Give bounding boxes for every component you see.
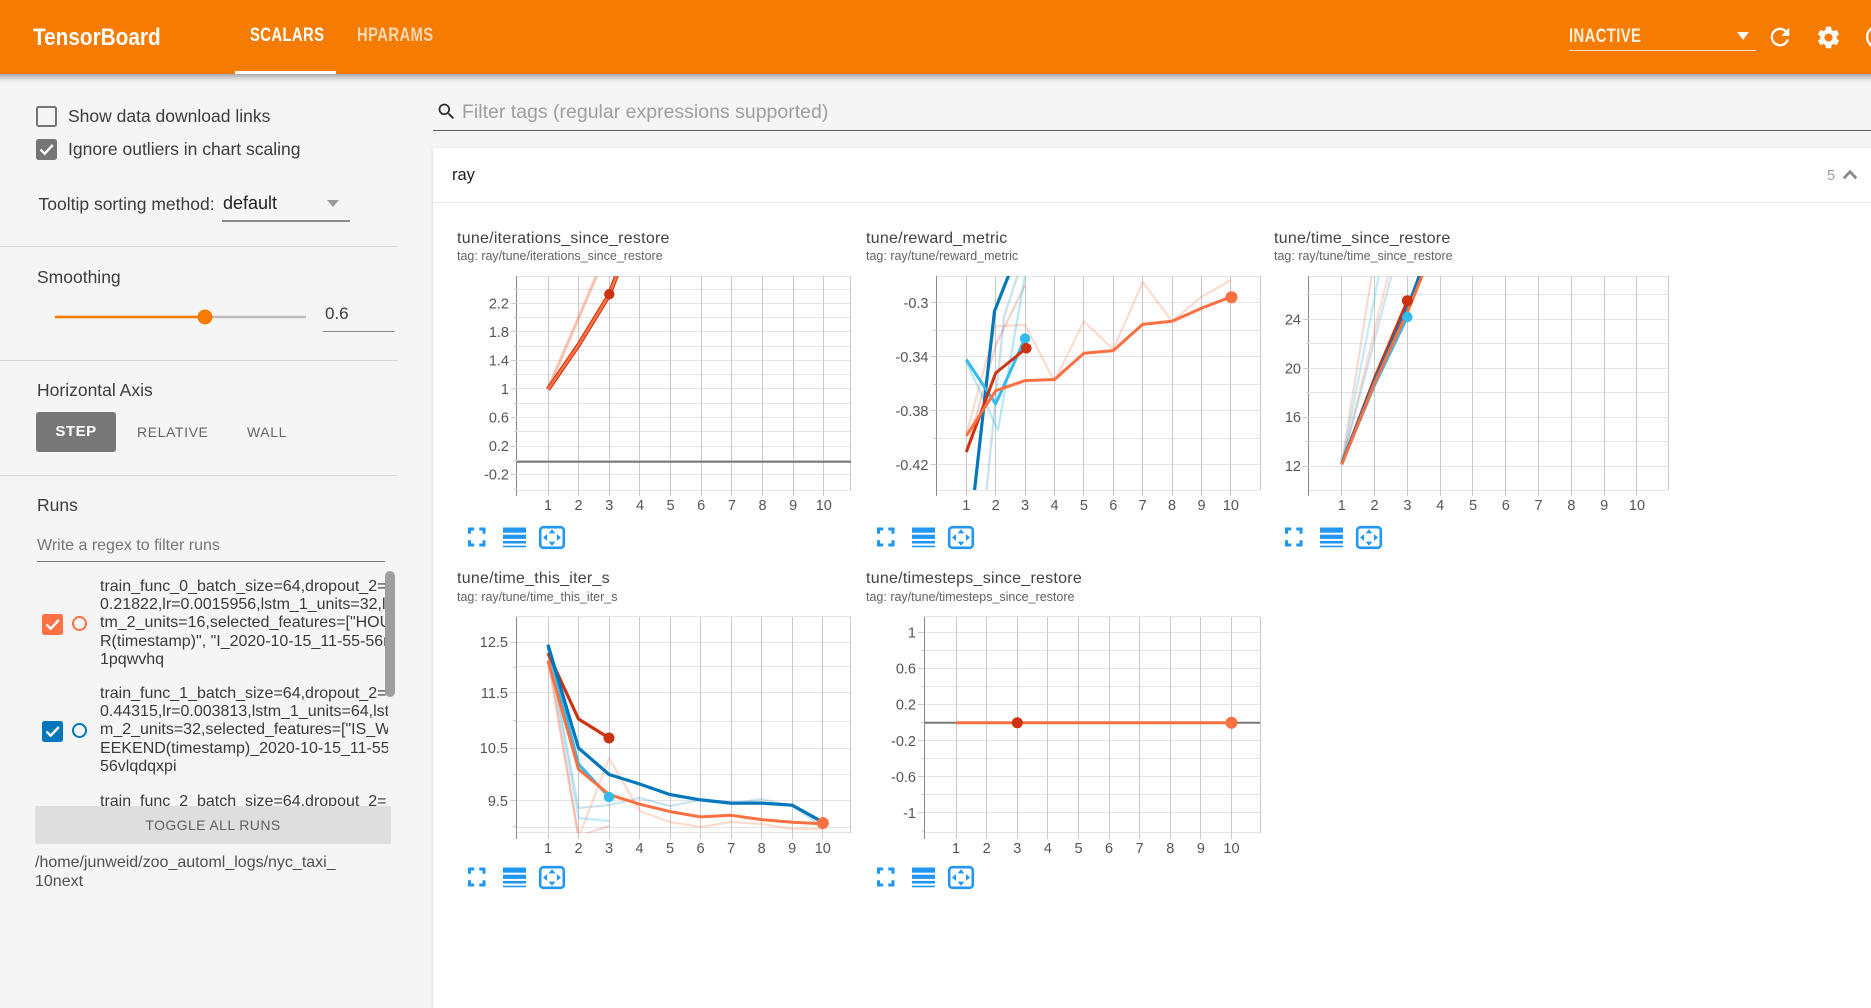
svg-text:16: 16	[1285, 410, 1301, 426]
svg-text:1.4: 1.4	[489, 353, 509, 369]
svg-text:tune/reward_metric: tune/reward_metric	[866, 230, 1007, 247]
svg-text:9: 9	[788, 841, 796, 857]
svg-text:5: 5	[666, 841, 674, 857]
svg-text:7: 7	[1136, 841, 1144, 857]
svg-text:2: 2	[574, 841, 582, 857]
svg-text:4: 4	[1436, 498, 1444, 514]
svg-text:tag: ray/tune/time_since_resto: tag: ray/tune/time_since_restore	[1274, 249, 1453, 263]
svg-text:2: 2	[1371, 498, 1379, 514]
svg-text:tag: ray/tune/timesteps_since_: tag: ray/tune/timesteps_since_restore	[866, 590, 1074, 604]
svg-text:3: 3	[605, 498, 613, 514]
svg-text:0.6: 0.6	[489, 411, 509, 427]
svg-text:0.6: 0.6	[896, 662, 916, 678]
svg-text:9: 9	[789, 498, 797, 514]
svg-text:4: 4	[636, 841, 644, 857]
svg-text:20: 20	[1285, 361, 1301, 377]
svg-text:9: 9	[1197, 841, 1205, 857]
svg-text:8: 8	[758, 498, 766, 514]
svg-text:2: 2	[992, 498, 1000, 514]
svg-text:1: 1	[962, 498, 970, 514]
svg-text:5: 5	[667, 498, 675, 514]
svg-text:5: 5	[1074, 841, 1082, 857]
svg-text:6: 6	[1105, 841, 1113, 857]
svg-text:1: 1	[544, 498, 552, 514]
svg-text:-0.3: -0.3	[904, 296, 929, 312]
svg-text:tag: ray/tune/time_this_iter_s: tag: ray/tune/time_this_iter_s	[457, 590, 618, 604]
svg-text:9.5: 9.5	[488, 794, 508, 810]
svg-text:-0.6: -0.6	[891, 770, 916, 786]
svg-text:2: 2	[983, 841, 991, 857]
svg-text:tune/iterations_since_restore: tune/iterations_since_restore	[457, 230, 670, 247]
svg-text:3: 3	[1013, 841, 1021, 857]
svg-text:1: 1	[952, 841, 960, 857]
svg-text:4: 4	[1050, 498, 1058, 514]
svg-text:4: 4	[1044, 841, 1052, 857]
svg-text:-0.2: -0.2	[484, 468, 509, 484]
svg-text:2: 2	[575, 498, 583, 514]
svg-text:3: 3	[1021, 498, 1029, 514]
svg-text:2.2: 2.2	[489, 296, 509, 312]
svg-text:tag: ray/tune/iterations_since: tag: ray/tune/iterations_since_restore	[457, 249, 663, 263]
svg-text:5: 5	[1080, 498, 1088, 514]
svg-text:8: 8	[1166, 841, 1174, 857]
svg-text:10: 10	[1223, 498, 1239, 514]
svg-text:tune/time_since_restore: tune/time_since_restore	[1274, 230, 1451, 247]
svg-text:1.8: 1.8	[489, 325, 509, 341]
svg-text:1: 1	[501, 382, 509, 398]
svg-text:6: 6	[1502, 498, 1510, 514]
svg-text:6: 6	[697, 841, 705, 857]
svg-text:1: 1	[908, 626, 916, 642]
svg-text:0.2: 0.2	[896, 698, 916, 714]
svg-text:9: 9	[1600, 498, 1608, 514]
svg-text:11.5: 11.5	[481, 686, 508, 702]
svg-text:-0.42: -0.42	[895, 458, 928, 474]
svg-text:0.2: 0.2	[489, 439, 509, 455]
svg-text:6: 6	[697, 498, 705, 514]
svg-text:-0.38: -0.38	[895, 404, 928, 420]
svg-text:7: 7	[727, 841, 735, 857]
svg-text:tune/timesteps_since_restore: tune/timesteps_since_restore	[866, 570, 1082, 587]
svg-text:10.5: 10.5	[480, 741, 508, 757]
svg-text:7: 7	[728, 498, 736, 514]
svg-text:4: 4	[636, 498, 644, 514]
svg-text:10: 10	[815, 841, 831, 857]
svg-text:8: 8	[758, 841, 766, 857]
svg-text:10: 10	[816, 498, 832, 514]
svg-text:-0.34: -0.34	[895, 350, 928, 366]
svg-text:10: 10	[1629, 498, 1645, 514]
svg-text:1: 1	[544, 841, 552, 857]
svg-text:-0.2: -0.2	[891, 734, 916, 750]
svg-text:tune/time_this_iter_s: tune/time_this_iter_s	[457, 570, 610, 587]
svg-text:8: 8	[1168, 498, 1176, 514]
svg-text:6: 6	[1109, 498, 1117, 514]
svg-text:12.5: 12.5	[480, 635, 508, 651]
svg-text:10: 10	[1223, 841, 1239, 857]
svg-text:24: 24	[1285, 312, 1301, 328]
svg-text:7: 7	[1139, 498, 1147, 514]
svg-text:3: 3	[605, 841, 613, 857]
svg-text:-1: -1	[903, 806, 916, 822]
svg-text:7: 7	[1535, 498, 1543, 514]
svg-text:tag: ray/tune/reward_metric: tag: ray/tune/reward_metric	[866, 249, 1018, 263]
svg-text:1: 1	[1338, 498, 1346, 514]
svg-text:12: 12	[1285, 459, 1301, 475]
svg-text:5: 5	[1469, 498, 1477, 514]
svg-text:9: 9	[1197, 498, 1205, 514]
svg-text:8: 8	[1567, 498, 1575, 514]
svg-text:3: 3	[1403, 498, 1411, 514]
